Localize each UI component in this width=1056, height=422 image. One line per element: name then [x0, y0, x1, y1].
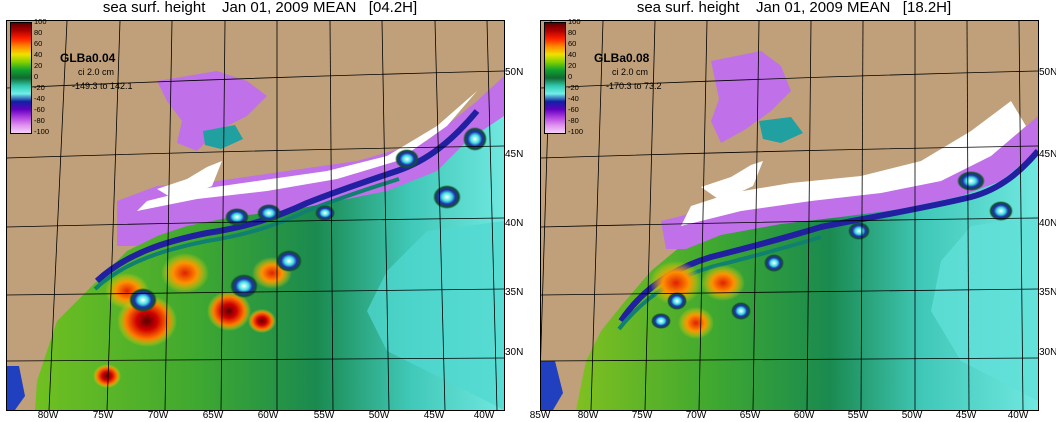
panel-title: sea surf. height Jan 01, 2009 MEAN [18.2…: [636, 0, 952, 16]
lon-label: 75W: [92, 410, 114, 421]
model-name: GLBa0.08: [594, 51, 650, 65]
value-range: -170.3 to 73.2: [606, 81, 662, 91]
ssh-map: [541, 21, 1038, 410]
left-map-panel: sea surf. height Jan 01, 2009 MEAN [04.2…: [0, 0, 524, 422]
contour-interval: ci 2.0 cm: [612, 67, 649, 77]
colorbar-tick-label: 60: [568, 39, 577, 48]
lat-label: 50N: [1039, 67, 1056, 78]
ssh-map: [7, 21, 504, 410]
lon-label: 45W: [955, 410, 977, 421]
right-map-panel: sea surf. height Jan 01, 2009 MEAN [18.2…: [530, 0, 1056, 422]
colorbar-tick-label: -60: [34, 105, 45, 114]
colorbar-tick-label: 80: [34, 28, 43, 37]
colorbar-tick-label: -80: [568, 116, 579, 125]
colorbar-tick-label: 80: [568, 28, 577, 37]
panel-title: sea surf. height Jan 01, 2009 MEAN [04.2…: [102, 0, 418, 16]
colorbar: [544, 22, 566, 134]
colorbar-tick-label: -100: [34, 127, 50, 136]
colorbar-tick-label: -60: [568, 105, 579, 114]
colorbar-tick-label: 20: [34, 61, 43, 70]
colorbar-tick-label: 0: [34, 72, 39, 81]
lon-label: 65W: [739, 410, 761, 421]
lat-label: 30N: [505, 347, 524, 358]
colorbar-tick-label: -80: [34, 116, 45, 125]
lat-label: 30N: [1039, 347, 1056, 358]
lon-label: 40W: [473, 410, 495, 421]
lat-label: 35N: [505, 287, 524, 298]
value-range: -149.3 to 142.1: [72, 81, 133, 91]
map-frame: [540, 20, 1039, 411]
lon-label: 55W: [847, 410, 869, 421]
lon-label: 55W: [313, 410, 335, 421]
lon-label: 45W: [423, 410, 445, 421]
colorbar-tick-label: -40: [568, 94, 579, 103]
lon-label: 70W: [147, 410, 169, 421]
colorbar-tick-label: 100: [568, 17, 581, 26]
lat-label: 40N: [505, 218, 524, 229]
colorbar-tick-label: 40: [34, 50, 43, 59]
colorbar-tick-label: 0: [568, 72, 573, 81]
colorbar-tick-label: 100: [34, 17, 47, 26]
lon-label: 70W: [685, 410, 707, 421]
lat-label: 40N: [1039, 218, 1056, 229]
colorbar-tick-label: 40: [568, 50, 577, 59]
lat-label: 35N: [1039, 287, 1056, 298]
colorbar-tick-label: -20: [34, 83, 45, 92]
colorbar-tick-label: 20: [568, 61, 577, 70]
lon-label: 85W: [529, 410, 551, 421]
lon-label: 50W: [901, 410, 923, 421]
lon-label: 50W: [368, 410, 390, 421]
lat-label: 45N: [1039, 149, 1056, 160]
colorbar: [10, 22, 32, 134]
map-frame: [6, 20, 505, 411]
colorbar-tick-label: 60: [34, 39, 43, 48]
lon-label: 40W: [1007, 410, 1029, 421]
lon-label: 80W: [37, 410, 59, 421]
colorbar-tick-label: -100: [568, 127, 584, 136]
lon-label: 75W: [631, 410, 653, 421]
model-name: GLBa0.04: [60, 51, 116, 65]
colorbar-tick-label: -40: [34, 94, 45, 103]
lon-label: 80W: [577, 410, 599, 421]
colorbar-ticks: 100 80 60 40 20 0 -20 -40 -60 -80 -100: [34, 17, 66, 136]
colorbar-ticks: 100 80 60 40 20 0 -20 -40 -60 -80 -100: [568, 17, 600, 136]
contour-interval: ci 2.0 cm: [78, 67, 115, 77]
lat-label: 50N: [505, 67, 524, 78]
lat-label: 45N: [505, 149, 524, 160]
lon-label: 60W: [793, 410, 815, 421]
lon-label: 60W: [257, 410, 279, 421]
colorbar-tick-label: -20: [568, 83, 579, 92]
graticule: [7, 21, 504, 410]
lon-label: 65W: [202, 410, 224, 421]
